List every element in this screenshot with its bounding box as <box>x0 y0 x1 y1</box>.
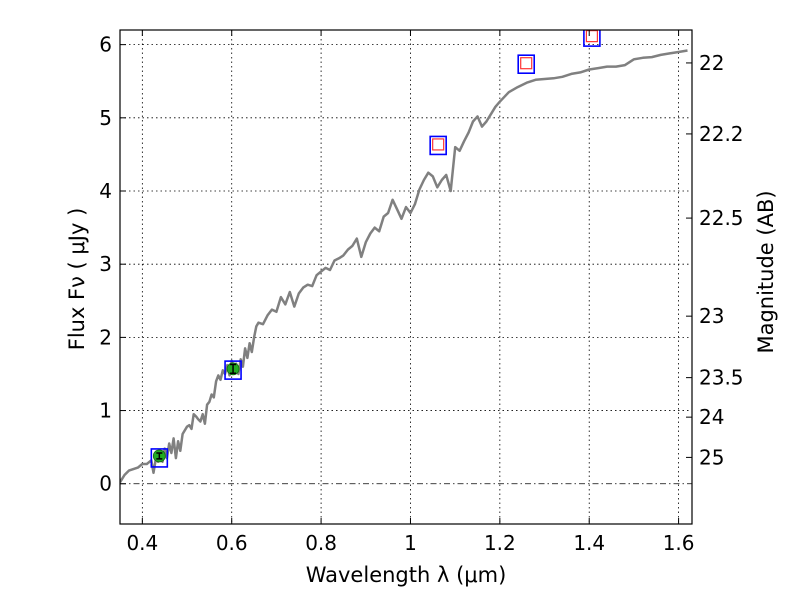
x-axis-ticks: 0.4 0.6 0.8 1 1.2 1.4 1.6 <box>126 30 695 555</box>
axes-frame <box>119 29 693 525</box>
y-tick-label: 4 <box>99 179 112 203</box>
x-tick-label: 0.8 <box>305 531 337 555</box>
upper-limit-square <box>432 138 445 151</box>
data-points <box>150 30 601 468</box>
upper-limit-square <box>585 30 599 43</box>
magnitude-axis-title: Magnitude (AB) <box>754 190 778 353</box>
y-tick-label: 0 <box>99 472 112 496</box>
x-tick-label: 1.6 <box>663 531 695 555</box>
x-tick-label: 1.2 <box>484 531 516 555</box>
magnitude-axis-ticks: 22 22.2 22.5 23 23.5 24 25 <box>686 51 744 469</box>
magnitude-tick-label: 23.5 <box>699 366 744 390</box>
y-tick-label: 1 <box>99 399 112 423</box>
magnitude-tick-label: 23 <box>699 304 724 328</box>
x-tick-label: 1.4 <box>573 531 605 555</box>
magnitude-tick-label: 22.2 <box>699 122 744 146</box>
magnitude-tick-label: 22.5 <box>699 206 744 230</box>
x-tick-label: 0.6 <box>216 531 248 555</box>
model-band-square <box>583 30 601 47</box>
y-tick-label: 3 <box>99 252 112 276</box>
model-band-square <box>224 360 242 380</box>
grid-lines <box>120 30 692 524</box>
magnitude-tick-label: 25 <box>699 445 724 469</box>
upper-limit-square <box>520 57 533 70</box>
model-spectrum-line <box>120 49 688 483</box>
y-tick-label: 2 <box>99 325 112 349</box>
magnitude-tick-label: 24 <box>699 405 724 429</box>
y-tick-label: 6 <box>99 33 112 57</box>
model-band-square <box>517 54 536 75</box>
x-tick-label: 1 <box>404 531 417 555</box>
model-band-square <box>150 448 169 468</box>
y-tick-label: 5 <box>99 106 112 130</box>
plot-area <box>120 30 688 483</box>
magnitude-tick-label: 22 <box>699 51 724 75</box>
x-axis-title: Wavelength λ (μm) <box>306 563 507 587</box>
model-band-square <box>429 135 447 156</box>
y-axis-title: Flux Fν ( μJy ) <box>65 208 89 351</box>
x-tick-label: 0.4 <box>126 531 158 555</box>
y-axis-ticks: 0 1 2 3 4 5 6 <box>99 33 126 496</box>
